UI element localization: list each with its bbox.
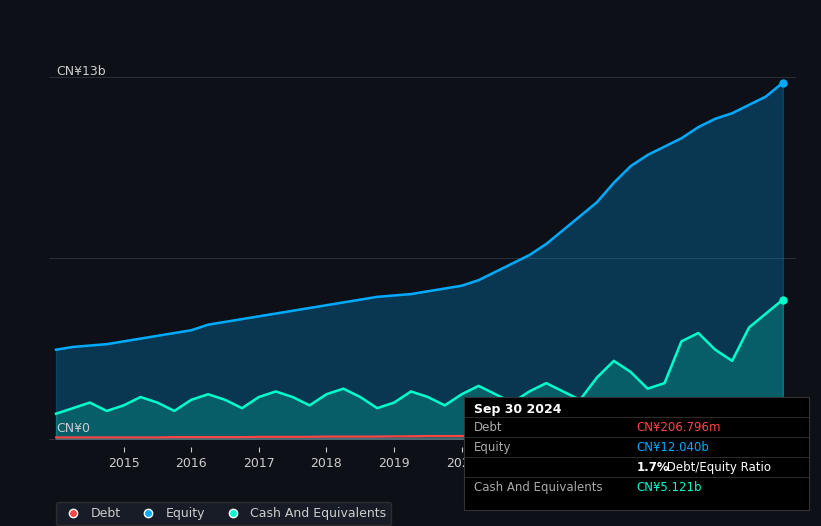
Text: CN¥0: CN¥0 bbox=[57, 421, 91, 434]
Text: Sep 30 2024: Sep 30 2024 bbox=[474, 403, 562, 417]
Text: 1.7%: 1.7% bbox=[636, 461, 669, 473]
Text: Equity: Equity bbox=[474, 441, 511, 453]
Text: CN¥5.121b: CN¥5.121b bbox=[636, 481, 702, 493]
Text: Debt/Equity Ratio: Debt/Equity Ratio bbox=[663, 461, 772, 473]
Legend: Debt, Equity, Cash And Equivalents: Debt, Equity, Cash And Equivalents bbox=[56, 502, 392, 525]
Text: Cash And Equivalents: Cash And Equivalents bbox=[474, 481, 603, 493]
Text: CN¥206.796m: CN¥206.796m bbox=[636, 421, 721, 433]
Text: CN¥13b: CN¥13b bbox=[57, 65, 107, 78]
Text: Debt: Debt bbox=[474, 421, 502, 433]
Text: CN¥12.040b: CN¥12.040b bbox=[636, 441, 709, 453]
